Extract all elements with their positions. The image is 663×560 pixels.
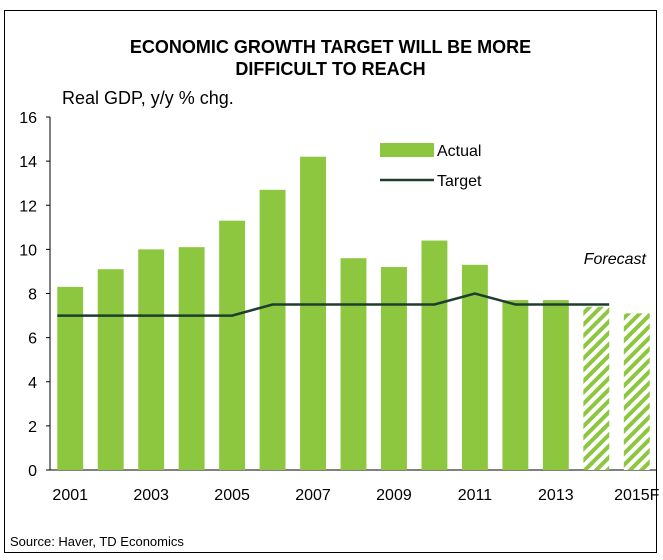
actual-bar [97, 269, 124, 470]
forecast-bar [623, 313, 650, 470]
target-line [57, 292, 610, 317]
y-tick-label: 8 [28, 287, 37, 304]
y-tick-label: 0 [28, 463, 37, 480]
actual-bar [300, 156, 326, 470]
actual-bar [381, 267, 407, 470]
y-tick-label: 2 [28, 419, 37, 436]
x-tick-label: 2009 [376, 487, 412, 504]
x-tick-label: 2013 [538, 487, 574, 504]
actual-bar [542, 300, 569, 470]
x-tick-label: 2007 [295, 487, 331, 504]
x-tick-label: 2003 [133, 487, 169, 504]
y-tick-label: 4 [28, 375, 37, 392]
actual-bar [421, 240, 448, 470]
legend-label-target: Target [437, 173, 482, 190]
actual-bar [461, 264, 488, 470]
x-tick-label: 2001 [52, 487, 88, 504]
actual-bar [219, 220, 246, 470]
y-tick-label: 12 [19, 198, 37, 215]
forecast-bar [583, 306, 610, 470]
y-axis-label: Real GDP, y/y % chg. [62, 88, 234, 108]
actual-bar [57, 286, 84, 470]
y-tick-label: 16 [19, 110, 37, 127]
actual-bar [138, 249, 165, 470]
actual-bar [340, 258, 367, 470]
legend-swatch-actual [380, 143, 434, 157]
y-tick-label: 10 [19, 242, 37, 259]
actual-bar [259, 189, 286, 470]
x-tick-label: 2015F [614, 487, 660, 504]
actual-bar [178, 247, 205, 470]
chart-title-line-1: ECONOMIC GROWTH TARGET WILL BE MORE [129, 37, 532, 57]
chart-title-line-2: DIFFICULT TO REACH [235, 59, 426, 79]
legend-label-actual: Actual [437, 143, 481, 160]
x-tick-label: 2005 [214, 487, 250, 504]
x-tick-label: 2011 [458, 487, 493, 504]
forecast-annotation: Forecast [584, 251, 647, 268]
y-tick-label: 14 [19, 154, 37, 171]
y-tick-label: 6 [28, 331, 37, 348]
actual-bar [502, 300, 529, 470]
source-note: Source: Haver, TD Economics [10, 534, 184, 549]
